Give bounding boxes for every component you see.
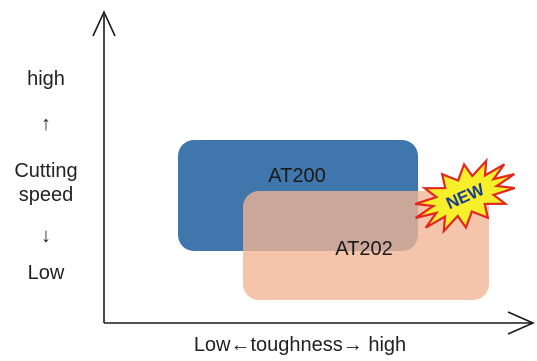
region-at200-label: AT200 <box>268 165 325 187</box>
y-axis-title-line2: speed <box>18 184 74 206</box>
y-axis-high-label: high <box>27 68 65 90</box>
y-axis-up-arrow: ↑ <box>41 113 51 135</box>
new-badge-burst <box>414 157 516 235</box>
region-at202 <box>243 191 489 300</box>
y-axis-down-arrow: ↓ <box>41 225 51 247</box>
region-at202-label: AT202 <box>335 238 392 260</box>
y-axis-low-label: Low <box>27 262 65 284</box>
y-axis-arrowhead <box>92 10 116 37</box>
new-badge: NEW <box>414 157 516 235</box>
x-axis-label: Low←toughness→ high <box>193 334 407 356</box>
x-axis-arrowhead <box>507 311 535 335</box>
y-axis-title-line1: Cutting <box>14 160 78 182</box>
